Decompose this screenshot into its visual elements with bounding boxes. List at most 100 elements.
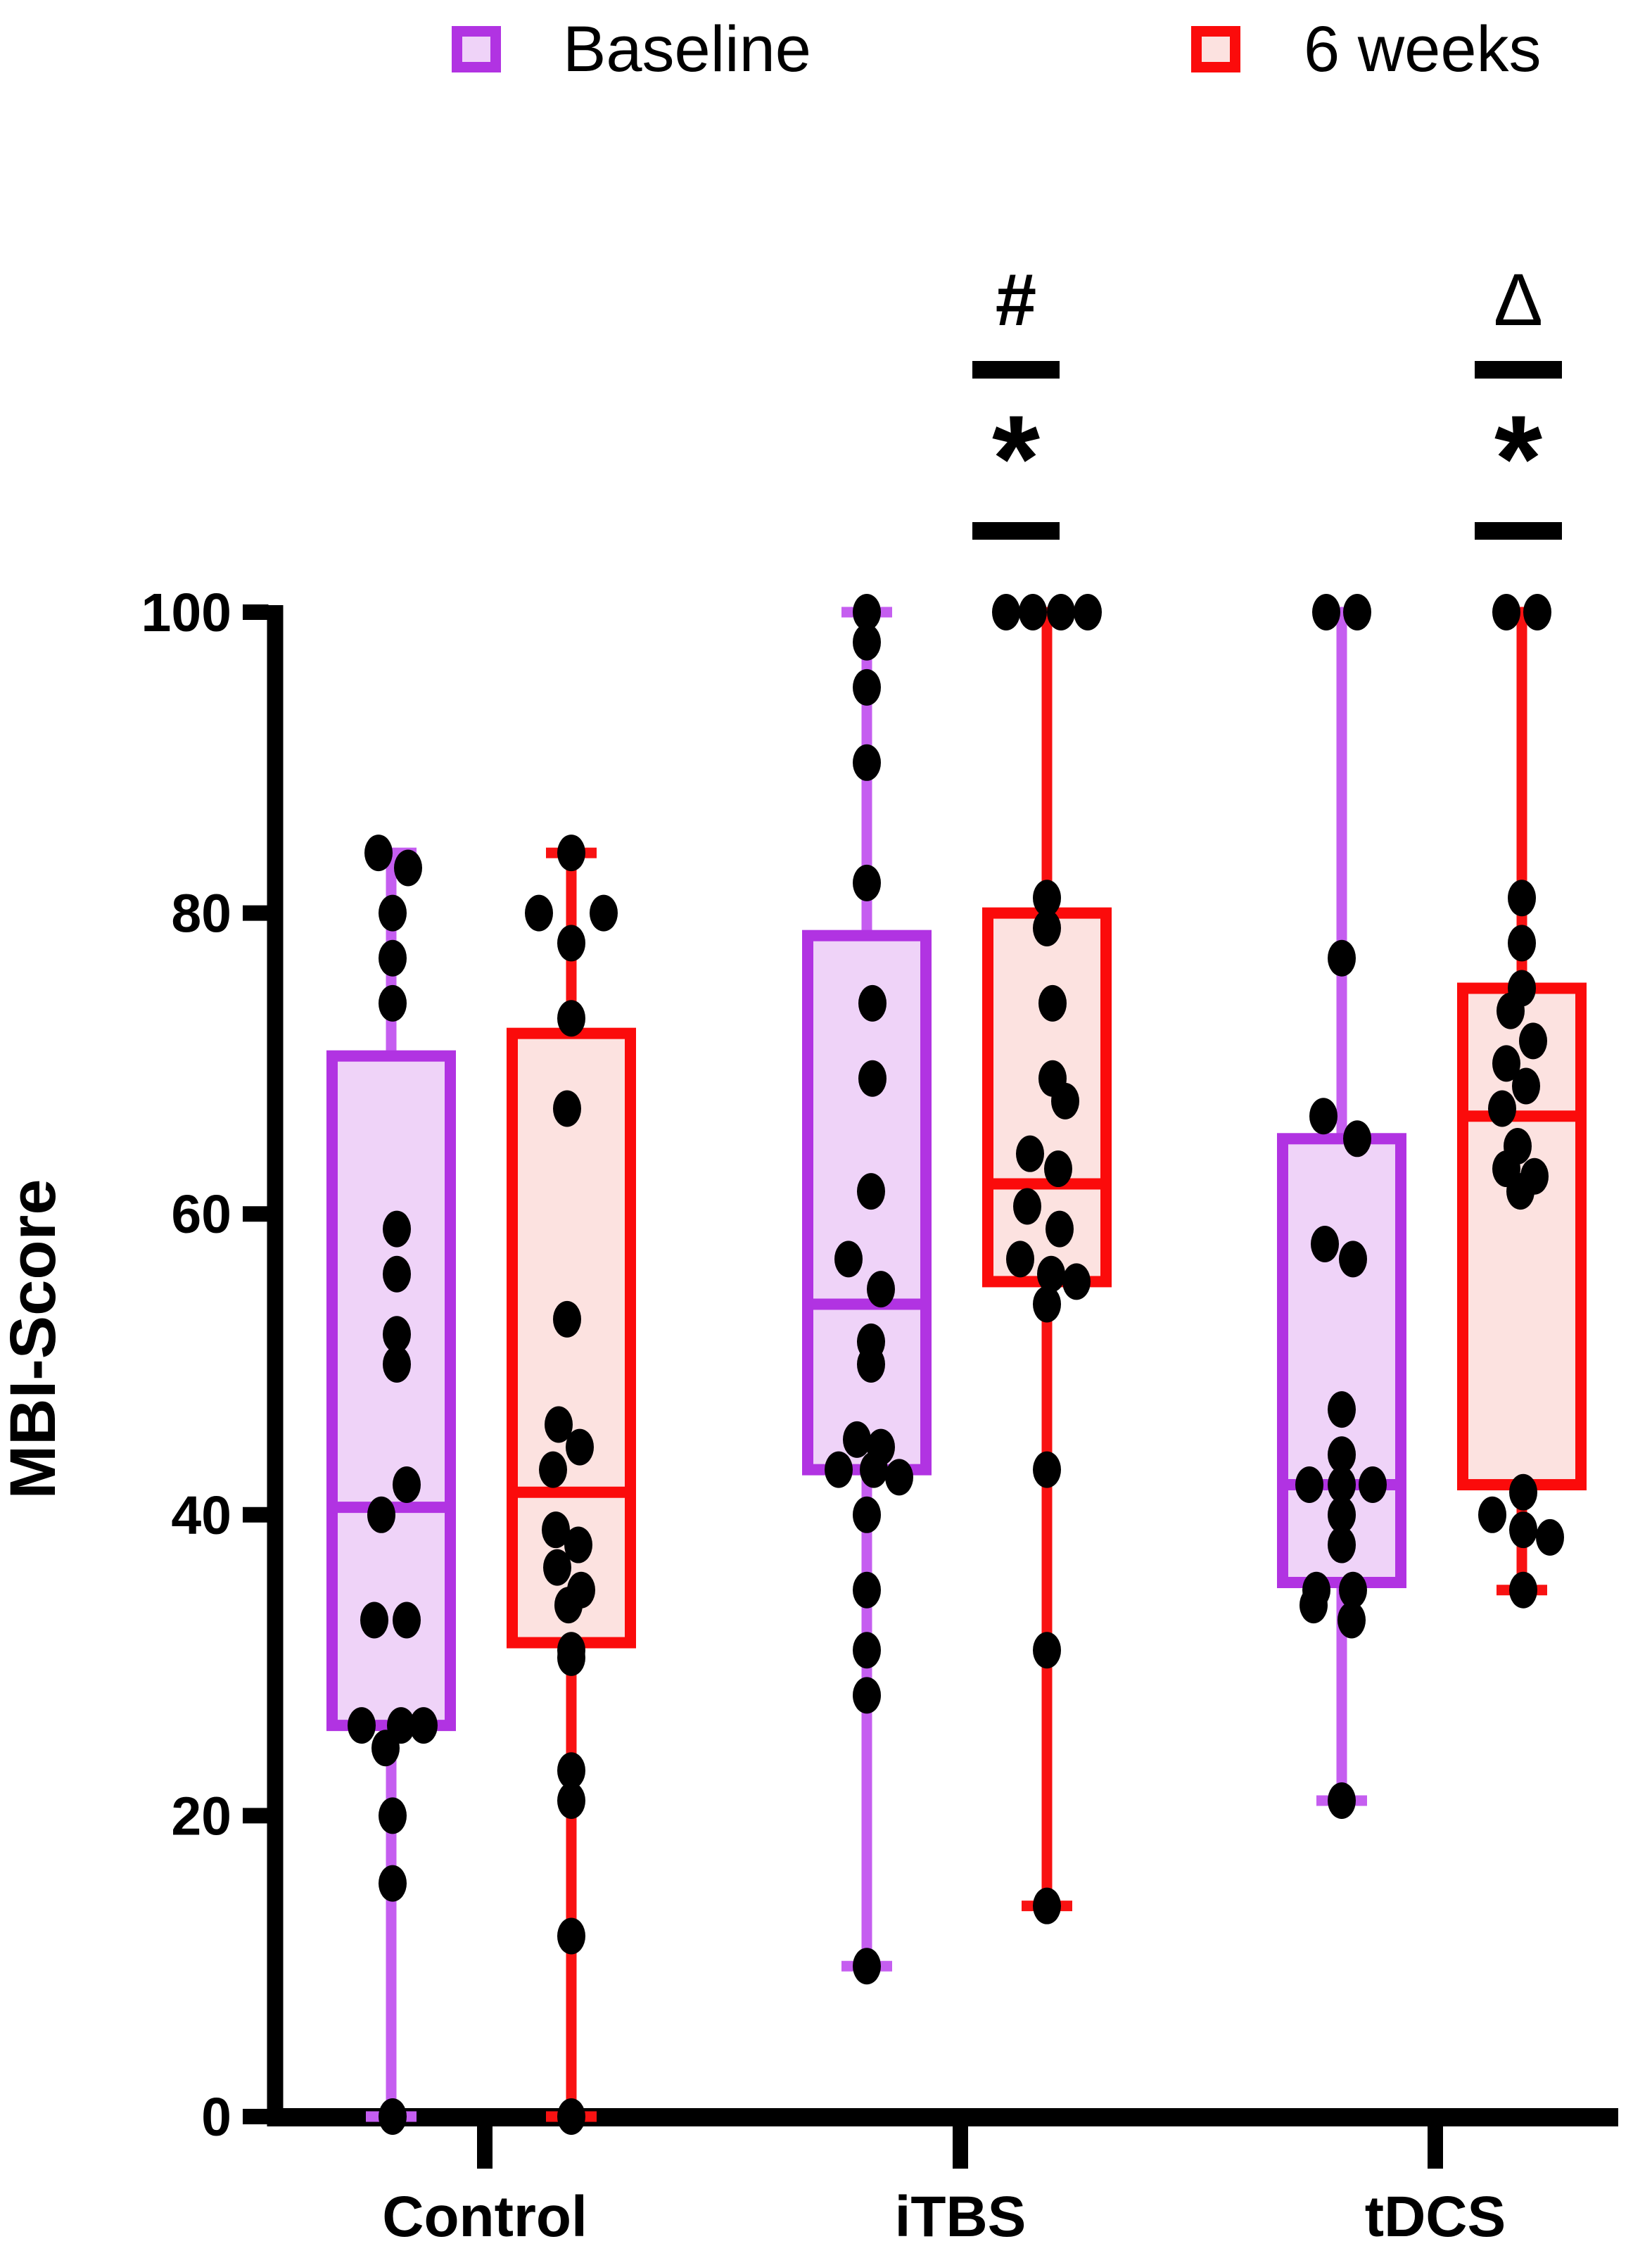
data-point [383,1210,411,1248]
data-point [1033,1286,1061,1323]
data-point [1047,594,1075,630]
data-point [1046,1210,1074,1248]
legend-item-baseline: Baseline [452,17,811,82]
data-point [1328,1782,1356,1820]
data-point [360,1601,388,1639]
data-point [858,1060,887,1097]
data-point [557,1917,585,1955]
x-category-label: Control [382,2185,587,2249]
legend-swatch-icon [452,26,501,72]
data-point [867,1271,895,1308]
data-point [853,1571,881,1609]
data-point [853,1677,881,1714]
data-point [557,1752,585,1789]
data-point [1492,594,1520,630]
legend-item-6-weeks: 6 weeks [1191,17,1542,82]
data-point [554,1587,583,1624]
sig-bar-lower-itbs [972,522,1060,540]
sig-bar-lower-tdcs [1475,522,1562,540]
legend-swatch-icon [1191,26,1240,72]
data-point [1033,1887,1061,1924]
data-point [557,1639,585,1676]
data-point [1033,1451,1061,1488]
data-point [1509,1511,1537,1549]
data-point [1033,880,1061,917]
data-point [379,894,407,932]
data-point [1509,1571,1537,1609]
data-point [1478,1496,1506,1533]
box-baseline-control [326,1050,456,1732]
data-point [379,1865,407,1902]
data-point [1343,1120,1371,1157]
sig-top-symbol-itbs: # [996,259,1036,341]
data-point [1328,1526,1356,1564]
data-point [853,1632,881,1669]
data-point [1359,1466,1387,1504]
data-point [1343,594,1371,630]
data-point [1051,1082,1079,1120]
y-tick-label: 80 [171,884,231,944]
y-axis-title: MBI-Score [0,1179,69,1499]
data-point [1006,1241,1034,1278]
y-tick-label: 20 [171,1786,231,1846]
box-6-weeks-tdcs [1457,982,1587,1491]
data-point [1492,1045,1520,1082]
data-point [1508,925,1536,962]
data-point [1509,1473,1537,1511]
data-point [1328,1496,1356,1533]
data-point [1062,1263,1091,1300]
data-point [843,1421,871,1458]
sig-asterisk-itbs: * [992,391,1040,528]
data-point [1033,1632,1061,1669]
data-point [1013,1188,1041,1225]
data-point [409,1707,438,1744]
data-point [1523,594,1551,630]
y-tick-label: 100 [141,583,231,643]
data-point [566,1428,594,1466]
data-point [1328,1391,1356,1428]
data-point [1328,1436,1356,1473]
legend-label: Baseline [563,13,811,85]
y-tick-label: 40 [171,1485,231,1546]
data-point [393,1601,421,1639]
data-point [1339,1241,1367,1278]
data-point [857,1173,885,1210]
data-point [992,594,1020,630]
data-point [853,594,881,630]
data-point [371,1730,400,1767]
data-point [1016,1135,1044,1172]
data-point [525,894,553,932]
sig-bar-upper-itbs [972,361,1060,379]
data-point [557,2098,585,2135]
data-point [858,984,887,1022]
data-point [557,835,585,872]
data-point [1300,1587,1328,1624]
data-point [1295,1466,1323,1504]
data-point [1508,880,1536,917]
data-point [367,1496,395,1533]
data-point [1512,1067,1540,1105]
sig-bar-upper-tdcs [1475,361,1562,379]
data-point [394,849,422,887]
data-point [853,1496,881,1533]
data-point [553,1300,581,1338]
data-point [1328,939,1356,977]
sig-top-symbol-tdcs: Δ [1494,259,1543,341]
data-point [557,1000,585,1037]
data-point [590,894,618,932]
data-point [1506,1173,1535,1210]
data-point [539,1451,567,1488]
y-tick-label: 60 [171,1184,231,1245]
data-point [1019,594,1047,630]
data-point [542,1511,570,1549]
data-point [1074,594,1102,630]
x-category-label: iTBS [895,2185,1027,2249]
data-point [1033,909,1061,946]
data-point [545,1406,573,1443]
data-point [885,1459,913,1496]
data-point [543,1549,571,1586]
data-point [1328,1466,1356,1504]
data-point [557,925,585,962]
data-point [853,864,881,901]
